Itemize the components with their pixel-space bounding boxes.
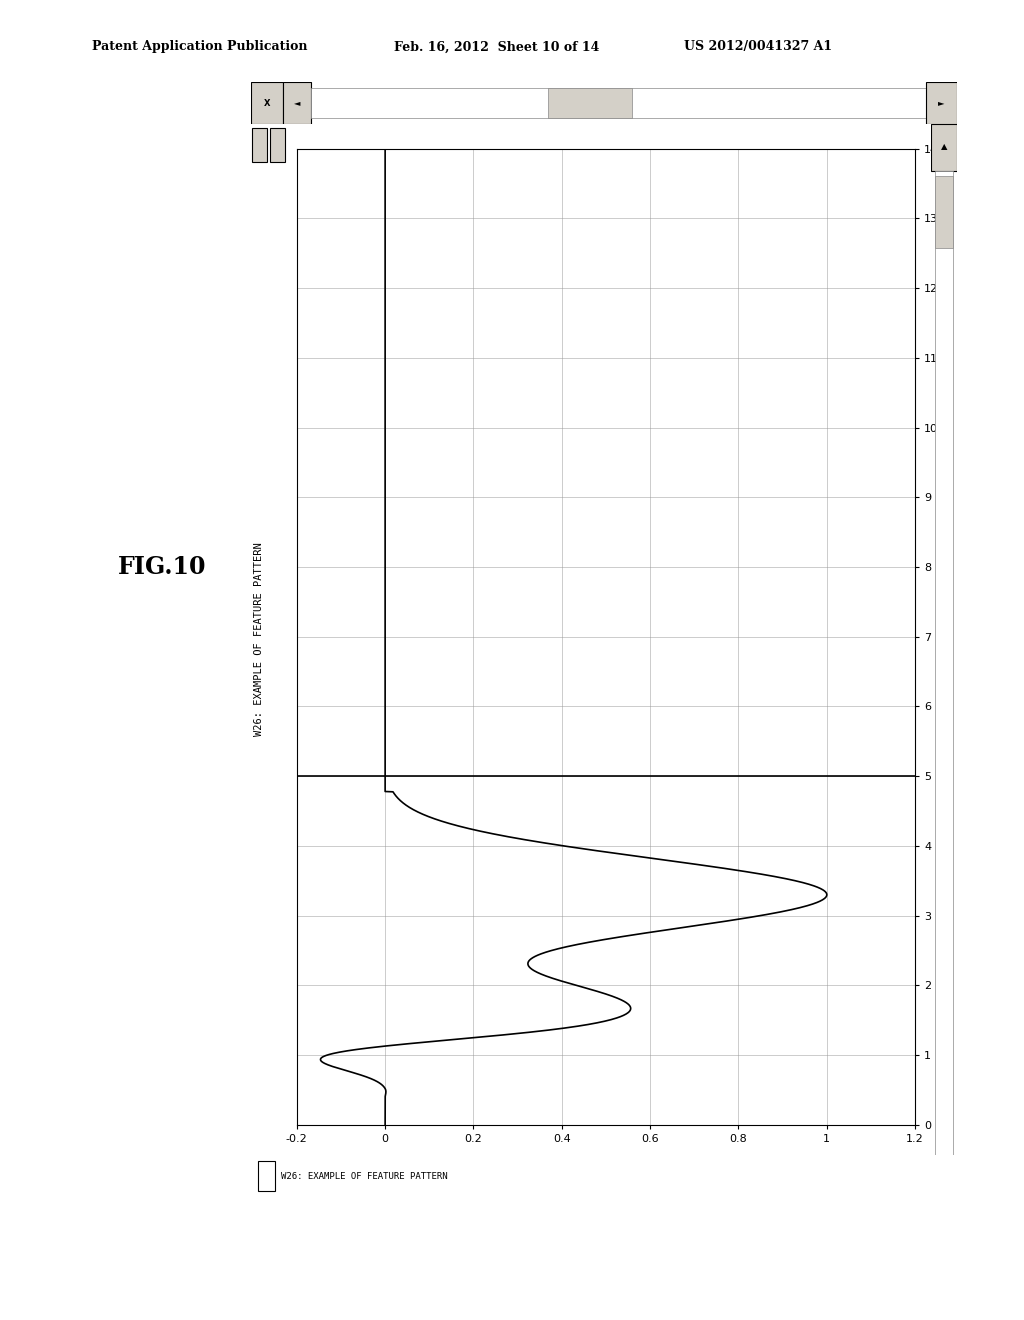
Text: FIG.10: FIG.10 [118,556,206,579]
Bar [251,82,283,124]
Bar [548,88,633,117]
Text: Patent Application Publication: Patent Application Publication [92,41,307,53]
Text: W26: EXAMPLE OF FEATURE PATTERN: W26: EXAMPLE OF FEATURE PATTERN [254,543,264,737]
Bar [311,88,926,117]
Bar [935,176,953,248]
Text: Feb. 16, 2012  Sheet 10 of 14: Feb. 16, 2012 Sheet 10 of 14 [394,41,600,53]
Text: ▲: ▲ [941,143,947,152]
Text: ►: ► [938,99,945,107]
Text: ◄: ◄ [294,99,300,107]
Text: X: X [263,99,270,107]
Bar [283,82,311,124]
Bar [931,124,957,170]
Text: W26: EXAMPLE OF FEATURE PATTERN: W26: EXAMPLE OF FEATURE PATTERN [282,1172,449,1180]
Bar [258,1162,274,1191]
Bar [926,82,957,124]
Bar [935,170,953,1155]
Bar [270,128,285,162]
Bar [252,128,266,162]
Text: US 2012/0041327 A1: US 2012/0041327 A1 [684,41,833,53]
